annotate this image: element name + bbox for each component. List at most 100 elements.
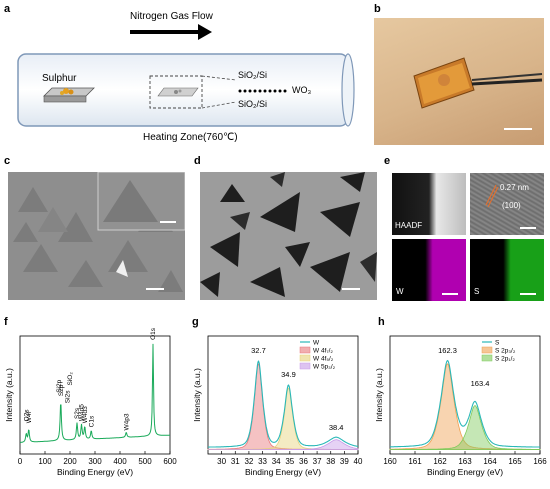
survey-xps-chart: 0 100 200 300 400 500 600 Binding Energy (eV) In…: [4, 327, 177, 477]
x-tick-label: 30: [217, 457, 226, 466]
flow-label: Nitrogen Gas Flow: [130, 11, 213, 22]
x-tick-label: 300: [88, 457, 102, 466]
x-tick-label: 38: [326, 457, 335, 466]
scale-bar: [342, 288, 360, 290]
panel-label-b: b: [374, 3, 381, 15]
precursor-label: WO₃: [292, 85, 312, 95]
x-axis-label: Binding Energy (eV): [245, 467, 321, 477]
x-tick-label: 33: [258, 457, 267, 466]
peak-label: 163.4: [471, 379, 490, 388]
x-tick-label: 161: [408, 457, 422, 466]
peak-label: SiO₂: [67, 372, 74, 386]
haadf-image: HAADF: [392, 173, 466, 235]
legend-swatch: [299, 362, 311, 370]
x-tick-label: 166: [533, 457, 547, 466]
substrate-bottom-label: SiO₂/Si: [238, 99, 267, 109]
panel-label-g: g: [192, 316, 199, 328]
scale-bar: [520, 293, 536, 295]
peak-label: Si2s: [65, 390, 72, 403]
x-tick-label: 163: [458, 457, 472, 466]
panel-label-e: e: [384, 155, 391, 167]
x-axis-label: Binding Energy (eV): [57, 467, 133, 477]
fit-component: [208, 439, 359, 450]
plot-frame: [19, 335, 171, 455]
substrate-top-label: SiO₂/Si: [238, 70, 267, 80]
legend-entry: S 2p₁/₂: [495, 356, 515, 363]
x-tick-label: 36: [299, 457, 308, 466]
x-tick-label: 165: [508, 457, 522, 466]
x-tick-label: 160: [383, 457, 397, 466]
s-map-label: S: [474, 287, 480, 296]
source-label: Sulphur: [42, 73, 77, 84]
s-map-image: S: [470, 239, 544, 301]
panel-label-a: a: [4, 3, 11, 15]
peak-label: 38.4: [329, 423, 344, 432]
legend-swatch: [481, 354, 493, 362]
flow-arrow-icon: [198, 24, 212, 40]
w4f-xps-chart: 30 31 32 33 34 35 36 37 38 39 40 Binding Energy (eV…: [192, 335, 363, 477]
hrtem-image: 0.27 nm (100): [470, 173, 544, 235]
x-tick-label: 500: [138, 457, 152, 466]
x-tick-label: 37: [313, 457, 322, 466]
sample-photo: [374, 18, 544, 145]
x-tick-label: 0: [18, 457, 23, 466]
x-tick-label: 31: [231, 457, 240, 466]
x-tick-label: 200: [63, 457, 77, 466]
scale-bar: [146, 288, 164, 290]
x-tick-label: 162: [433, 457, 447, 466]
w-map-label: W: [396, 287, 404, 296]
envelope-line: [390, 359, 540, 448]
x-tick-label: 100: [38, 457, 52, 466]
peak-label: W4d3: [82, 406, 89, 423]
x-tick-label: 34: [272, 457, 281, 466]
x-tick-label: 400: [113, 457, 127, 466]
panel-label-h: h: [378, 316, 385, 328]
optical-image-c: [8, 172, 185, 300]
scale-bar: [520, 227, 536, 229]
peak-label: W4f: [26, 411, 33, 423]
panel-label-d: d: [194, 155, 201, 167]
peak-label: 34.9: [281, 370, 296, 379]
x-tick-label: 32: [244, 457, 253, 466]
scale-bar: [442, 293, 458, 295]
x-tick-label: 35: [285, 457, 294, 466]
lattice-spacing: 0.27 nm: [500, 183, 529, 192]
fit-component: [389, 405, 541, 450]
y-axis-label: Intensity (a.u.): [374, 368, 384, 422]
peak-label: O1s: [150, 327, 157, 340]
panel-label-f: f: [4, 316, 8, 328]
panel-label-c: c: [4, 155, 11, 167]
envelope-line: [208, 360, 358, 448]
s2p-xps-chart: 160 161 162 163 164 165 166 Binding Energy (eV)…: [374, 335, 547, 477]
peak-label: Si2p: [56, 379, 63, 392]
legend-entry: W 4f₇/₂: [313, 348, 333, 355]
plot-frame: [207, 335, 359, 455]
peak-label: C1s: [88, 415, 95, 427]
w-map-image: W: [392, 239, 466, 301]
peak-label: S2s: [74, 407, 81, 419]
peak-label: 32.7: [251, 346, 266, 355]
legend-entry: S 2p₃/₂: [495, 348, 516, 355]
peak-label: W4p3: [123, 413, 130, 430]
legend-entry: W 4f₅/₂: [313, 356, 334, 363]
legend-swatch: [299, 346, 311, 354]
zone-label: Heating Zone(760℃): [143, 132, 238, 143]
x-tick-label: 39: [340, 457, 349, 466]
panel-a-schematic: Nitrogen Gas Flow Sulphur SiO₂/Si WO₃ Si…: [0, 0, 360, 150]
legend-swatch: [481, 346, 493, 354]
scale-bar: [504, 128, 532, 130]
y-axis-label: Intensity (a.u.): [192, 368, 202, 422]
survey-line: [19, 343, 170, 443]
peak-label: 162.3: [438, 346, 457, 355]
zoom-box: [149, 75, 203, 109]
legend-entry: W 5p₃/₂: [313, 364, 336, 371]
legend-entry: S: [495, 340, 500, 347]
cvd-furnace-diagram: [17, 24, 355, 127]
peak-label: S2p: [58, 384, 65, 396]
y-axis-label: Intensity (a.u.): [4, 368, 14, 422]
legend-swatch: [299, 354, 311, 362]
peak-label: W4d5: [79, 404, 86, 421]
x-tick-label: 164: [483, 457, 497, 466]
lattice-plane: (100): [502, 201, 521, 210]
x-axis-label: Binding Energy (eV): [427, 467, 503, 477]
